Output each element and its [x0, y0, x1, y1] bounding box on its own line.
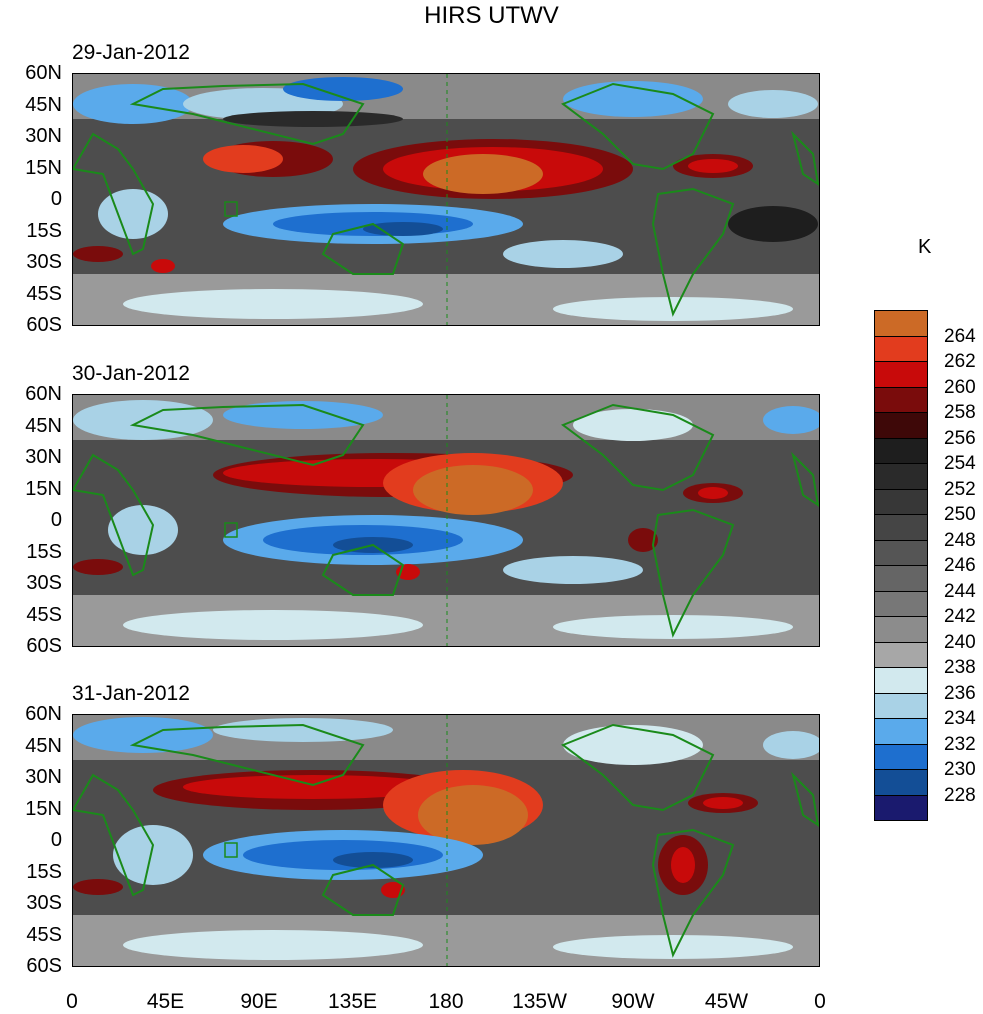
lat-label: 15N [25, 156, 62, 179]
lat-label: 0 [50, 509, 62, 531]
lat-label: 30S [26, 251, 62, 273]
colorbar-label: 234 [944, 708, 976, 729]
lon-label: 45W [704, 990, 749, 1013]
lon-label: 0 [66, 990, 78, 1013]
chart-title: HIRS UTWV [424, 2, 559, 29]
colorbar-segment [874, 539, 928, 566]
colorbar-segment [874, 590, 928, 617]
colorbar-segment [874, 692, 928, 719]
colorbar-segment [874, 335, 928, 362]
colorbar-segment [874, 488, 928, 515]
colorbar-label: 262 [944, 351, 976, 372]
colorbar-segment [874, 412, 928, 439]
lon-label: 45E [146, 990, 185, 1013]
lat-label: 45S [26, 923, 62, 946]
colorbar-label: 232 [944, 733, 976, 755]
colorbar-label: 252 [944, 478, 976, 500]
lat-label: 15S [26, 540, 62, 563]
panel-date-2: 30-Jan-2012 [72, 362, 190, 385]
colorbar-label: 260 [944, 376, 976, 398]
map-panel-1 [72, 73, 820, 326]
lat-label: 45S [26, 282, 62, 305]
colorbar-segment [874, 794, 928, 821]
lat-label: 60N [25, 703, 62, 725]
lat-label: 15S [26, 219, 62, 242]
panel-date-1: 29-Jan-2012 [72, 41, 190, 64]
lat-label: 15N [25, 477, 62, 500]
lat-label: 60N [25, 62, 62, 84]
map-panel-2 [72, 394, 820, 647]
colorbar-segment [874, 463, 928, 490]
lat-label: 45N [25, 93, 62, 116]
colorbar-label: 258 [944, 402, 976, 423]
colorbar-segment [874, 641, 928, 668]
colorbar-segment [874, 514, 928, 541]
lon-label: 0 [814, 990, 826, 1013]
lat-label: 60S [26, 955, 62, 977]
lat-label: 0 [50, 188, 62, 210]
lat-label: 60N [25, 383, 62, 405]
colorbar-segment [874, 667, 928, 694]
colorbar-label: 228 [944, 784, 976, 806]
colorbar-segment [874, 769, 928, 796]
lon-label: 90W [611, 990, 655, 1013]
lat-label: 15N [25, 797, 62, 820]
lat-label: 45S [26, 603, 62, 626]
colorbar-label: 256 [944, 427, 976, 449]
lat-label: 60S [26, 314, 62, 336]
lat-label: 30N [25, 446, 62, 468]
colorbar-label: 236 [944, 682, 976, 704]
lat-label: 45N [25, 734, 62, 757]
colorbar-label: 240 [944, 631, 976, 653]
lat-label: 0 [50, 829, 62, 851]
colorbar-segment [874, 565, 928, 592]
lon-label: 135E [327, 990, 378, 1013]
colorbar-units: K [918, 236, 932, 258]
lat-label: 45N [25, 414, 62, 437]
colorbar-label: 254 [944, 453, 976, 474]
lon-label: 180 [428, 990, 464, 1013]
map-panel-3 [72, 714, 820, 967]
colorbar-label: 248 [944, 529, 976, 551]
lat-label: 15S [26, 860, 62, 883]
colorbar-segment [874, 437, 928, 464]
colorbar-label: 244 [944, 580, 976, 602]
colorbar-label: 230 [944, 759, 976, 780]
colorbar-segment [874, 386, 928, 413]
lat-label: 30S [26, 892, 62, 914]
colorbar-segment [874, 361, 928, 388]
colorbar-segment [874, 616, 928, 643]
colorbar-label: 264 [944, 325, 976, 347]
colorbar-label: 238 [944, 657, 976, 678]
lon-label: 135W [512, 990, 567, 1013]
colorbar-segment [874, 310, 928, 337]
lat-label: 60S [26, 635, 62, 657]
lon-label: 90E [240, 990, 278, 1013]
colorbar-label: 242 [944, 606, 976, 627]
colorbar-segment [874, 743, 928, 770]
lat-label: 30N [25, 766, 62, 788]
colorbar-label: 246 [944, 555, 976, 576]
colorbar-label: 250 [944, 504, 976, 525]
panel-date-3: 31-Jan-2012 [72, 682, 190, 705]
lat-label: 30S [26, 572, 62, 594]
lat-label: 30N [25, 125, 62, 147]
colorbar-segment [874, 718, 928, 745]
